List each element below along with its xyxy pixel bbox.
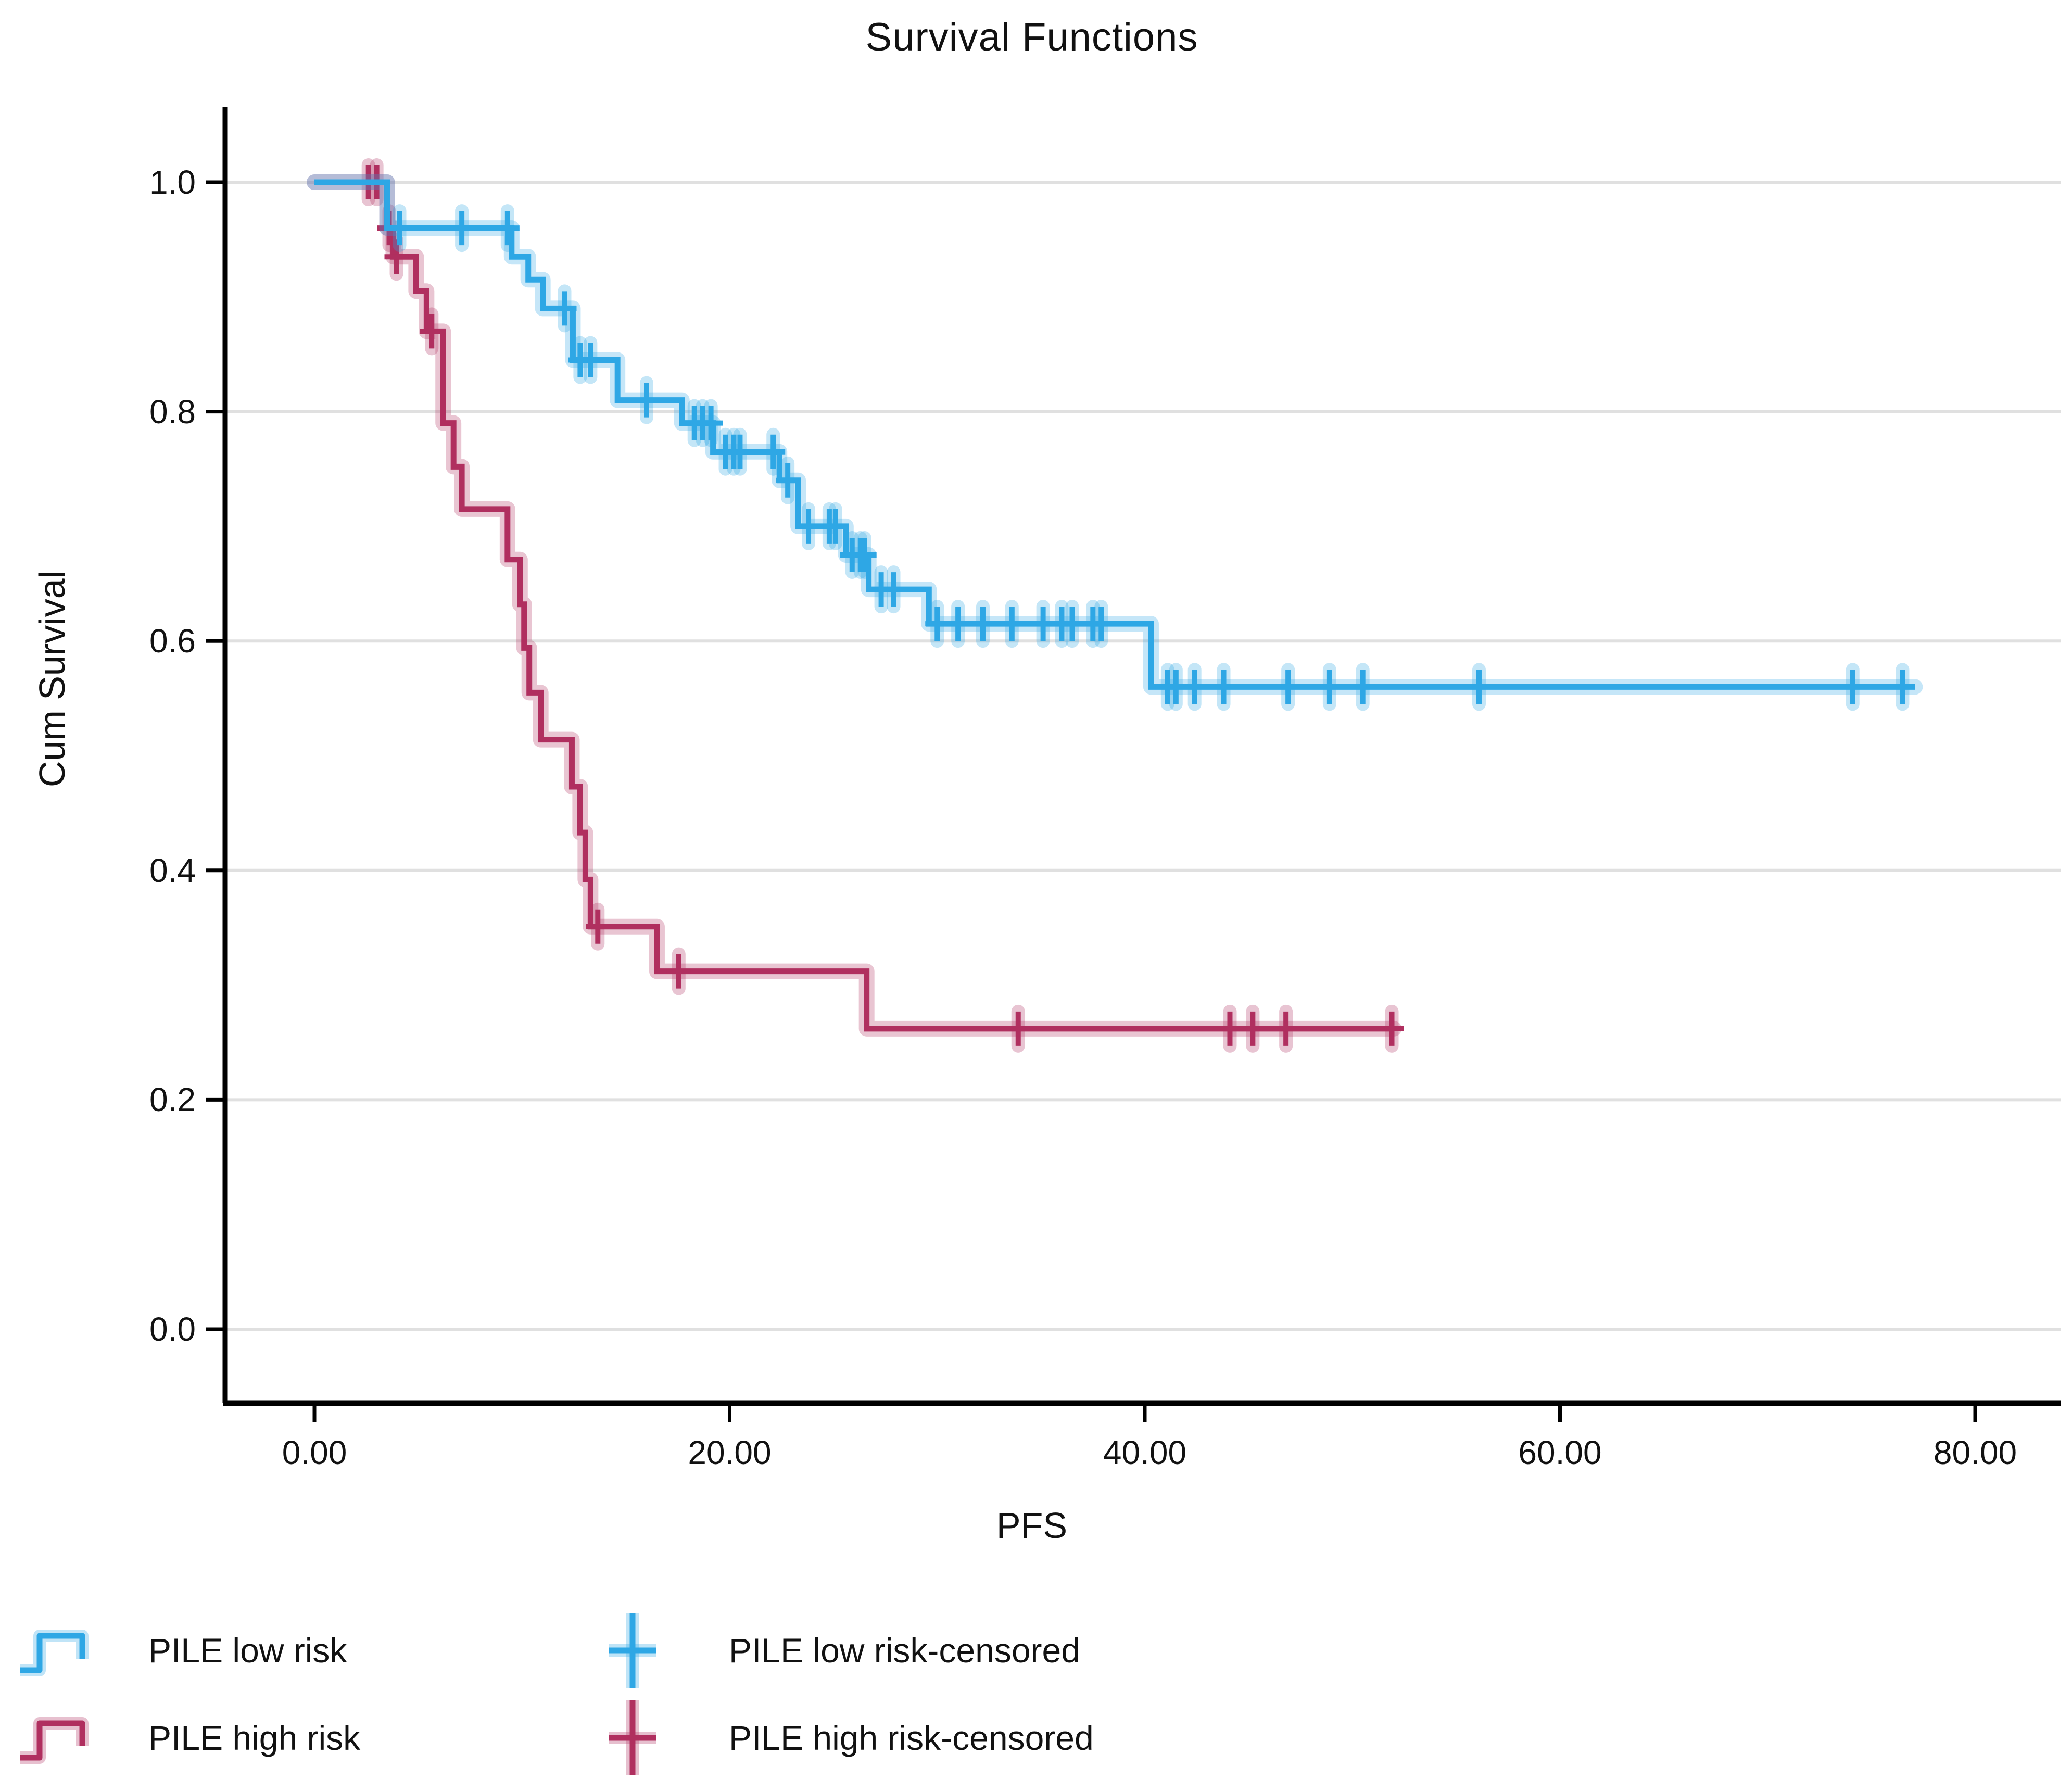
legend-label: PILE high risk (148, 1719, 361, 1757)
km-curve-low-risk (314, 179, 1915, 690)
step-line-icon (20, 1717, 89, 1764)
legend-item: PILE low risk-censored (588, 1609, 1838, 1692)
x-tick-label: 20.00 (688, 1434, 772, 1471)
legend-label: PILE high risk-censored (729, 1719, 1094, 1757)
km-curve-high-risk (314, 179, 1394, 1032)
plus-icon (609, 1613, 656, 1688)
x-tick-label: 0.00 (282, 1434, 347, 1471)
y-tick-label: 0.0 (149, 1310, 196, 1348)
x-tick-label: 60.00 (1518, 1434, 1602, 1471)
y-tick-label: 0.2 (149, 1081, 196, 1119)
y-tick-label: 0.6 (149, 622, 196, 660)
plus-icon (609, 1700, 656, 1775)
km-curve-low-risk-halo (307, 174, 1923, 695)
legend-label: PILE low risk (148, 1631, 347, 1670)
km-curve-high-risk-halo (307, 174, 1402, 1037)
legend-item: PILE low risk (16, 1609, 1265, 1692)
x-tick-label: 40.00 (1103, 1434, 1187, 1471)
step-line-icon (20, 1630, 89, 1676)
x-axis-label: PFS (996, 1505, 1068, 1546)
legend-item: PILE high risk (16, 1696, 1265, 1779)
legend-label: PILE low risk-censored (729, 1631, 1080, 1670)
chart-title: Survival Functions (865, 15, 1198, 59)
y-tick-label: 0.4 (149, 851, 196, 889)
y-tick-label: 0.8 (149, 393, 196, 431)
y-tick-label: 1.0 (149, 163, 196, 201)
legend-item: PILE high risk-censored (588, 1696, 1838, 1779)
x-tick-label: 80.00 (1933, 1434, 2017, 1471)
